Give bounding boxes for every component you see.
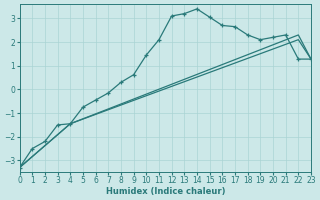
X-axis label: Humidex (Indice chaleur): Humidex (Indice chaleur) — [106, 187, 225, 196]
